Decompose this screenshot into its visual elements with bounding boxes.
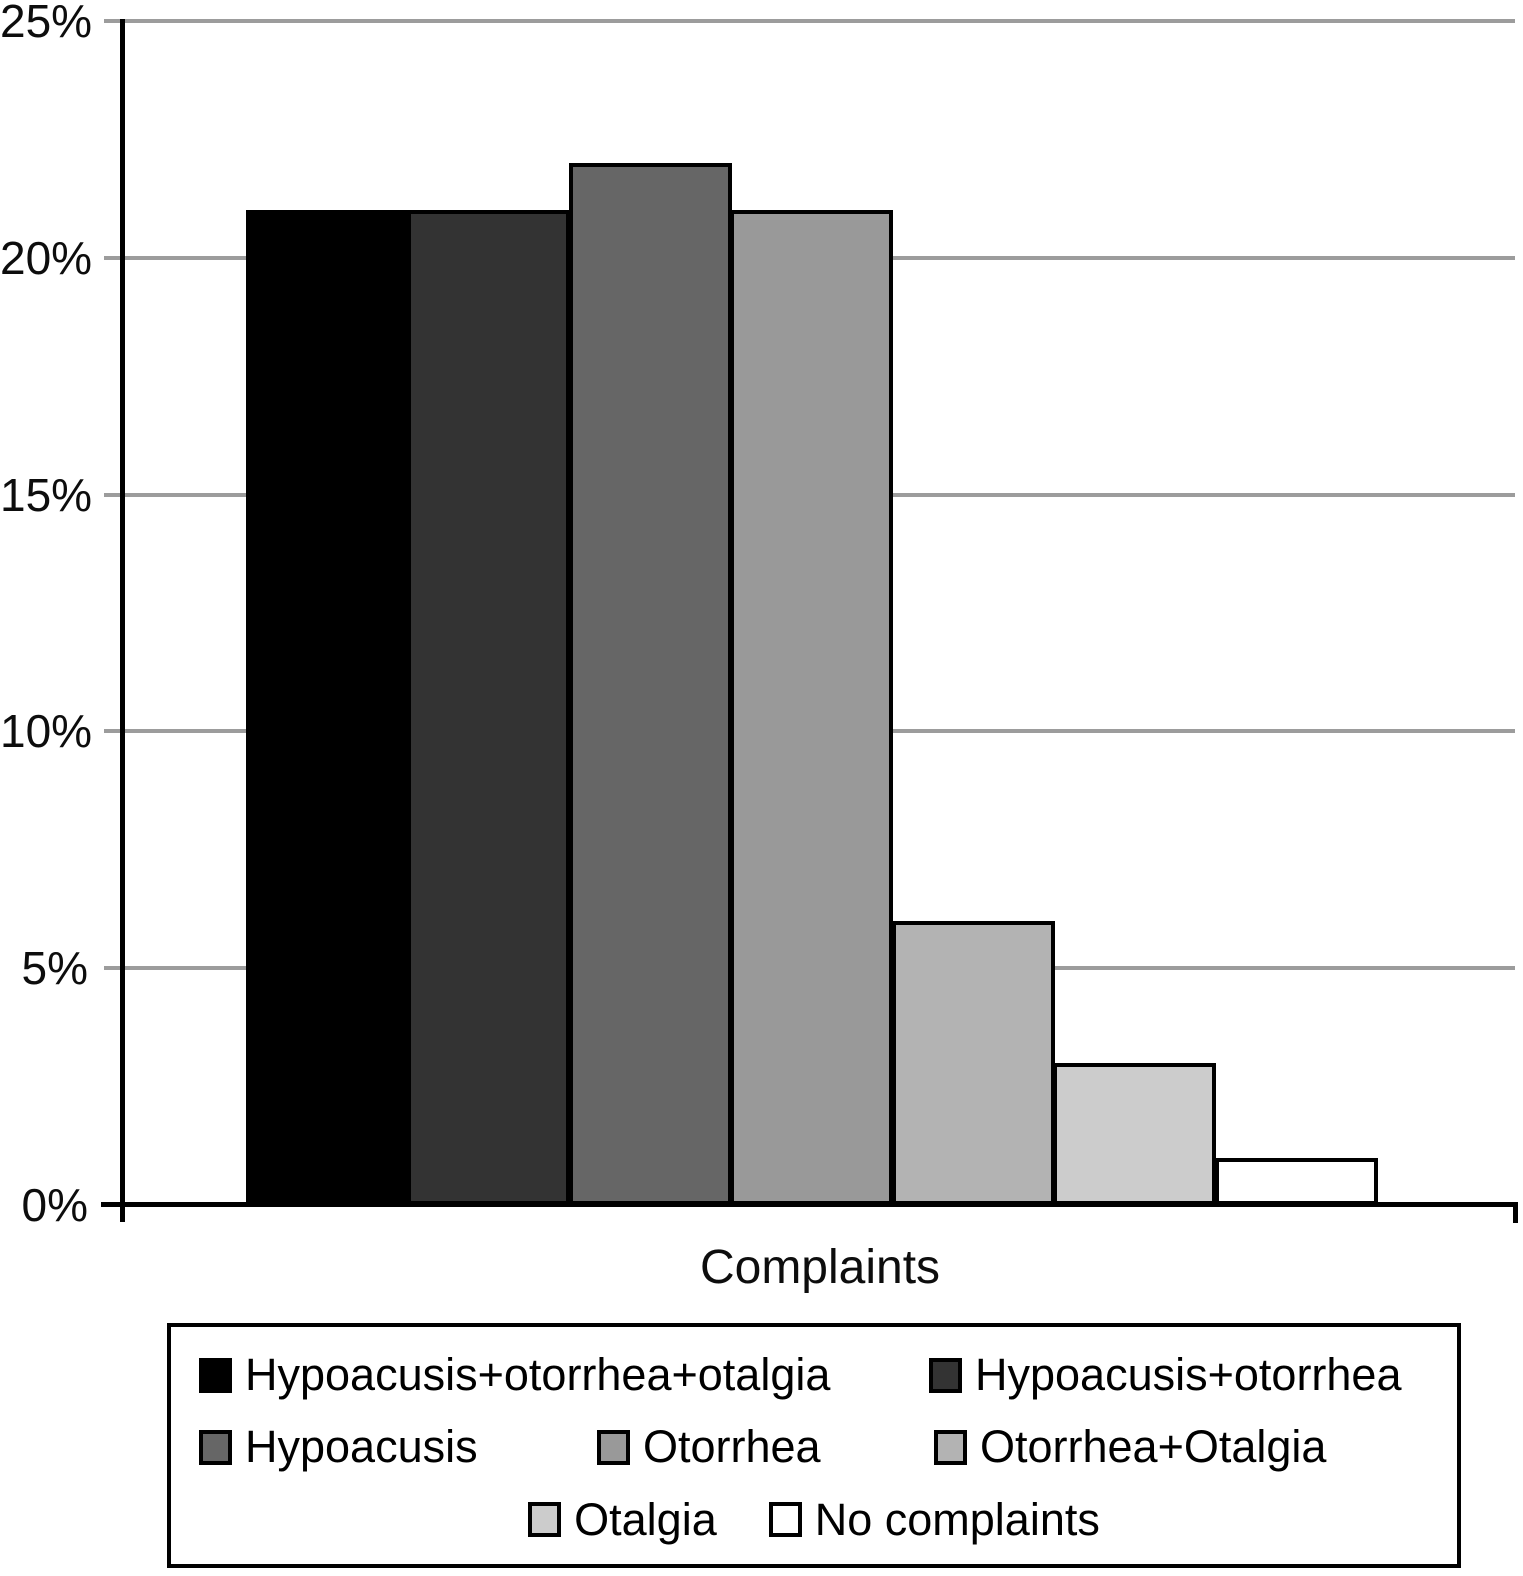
- legend-item-hypoacusis: Hypoacusis: [199, 1421, 597, 1473]
- y-axis-line: [120, 19, 125, 1222]
- bar-otorrhea-otalgia: [892, 920, 1055, 1205]
- legend-swatch-icon: [199, 1429, 232, 1465]
- legend-box: Hypoacusis+otorrhea+otalgia Hypoacusis+ot…: [167, 1323, 1461, 1568]
- gridline-25%: [104, 19, 1515, 23]
- legend-swatch-icon: [768, 1502, 802, 1538]
- legend-item-otalgia: Otalgia: [528, 1494, 717, 1546]
- legend-label: Hypoacusis+otorrhea: [975, 1349, 1402, 1401]
- bar-hypoacusis-otorrhea-otalgia: [246, 210, 409, 1205]
- legend-item-no-complaints: No complaints: [768, 1493, 1100, 1546]
- legend-label: Hypoacusis+otorrhea+otalgia: [245, 1349, 831, 1401]
- legend-swatch-icon: [934, 1429, 967, 1465]
- legend-row: Otalgia No complaints: [199, 1484, 1429, 1556]
- x-axis-end-tick: [1513, 1202, 1518, 1223]
- legend-label: Otorrhea: [643, 1421, 821, 1473]
- bar-otalgia: [1053, 1062, 1216, 1205]
- bar-otorrhea: [730, 210, 893, 1205]
- y-tick-label-10%: 10%: [0, 705, 93, 758]
- legend-item-otorrhea: Otorrhea: [597, 1421, 934, 1473]
- legend-label: Otalgia: [574, 1493, 717, 1545]
- bar-no-complaints: [1215, 1157, 1378, 1205]
- legend-label: Hypoacusis: [245, 1421, 478, 1473]
- legend-item-hypoacusis-otorrhea-otalgia: Hypoacusis+otorrhea+otalgia: [199, 1349, 929, 1401]
- y-tick-label-25%: 25%: [0, 0, 93, 47]
- legend-item-hypoacusis-otorrhea: Hypoacusis+otorrhea: [929, 1349, 1402, 1401]
- legend-row: Hypoacusis+otorrhea+otalgia Hypoacusis+ot…: [199, 1339, 1429, 1411]
- x-axis-title: Complaints: [699, 1241, 941, 1294]
- legend-row: Hypoacusis Otorrhea Otorrhea+Otalgia: [199, 1411, 1429, 1483]
- y-tick-label-5%: 5%: [21, 942, 88, 995]
- y-tick-label-15%: 15%: [0, 468, 93, 521]
- legend-swatch-icon: [597, 1429, 630, 1465]
- bar-hypoacusis-otorrhea: [407, 210, 570, 1205]
- x-axis-line: [101, 1202, 1518, 1207]
- legend-swatch-icon: [929, 1357, 962, 1393]
- legend-item-otorrhea-otalgia: Otorrhea+Otalgia: [934, 1421, 1326, 1473]
- bar-hypoacusis: [569, 163, 732, 1205]
- y-tick-label-20%: 20%: [0, 231, 93, 284]
- legend-swatch-icon: [528, 1502, 562, 1538]
- legend-label: Otorrhea+Otalgia: [980, 1421, 1327, 1473]
- y-tick-label-0%: 0%: [21, 1179, 88, 1231]
- legend-label: No complaints: [814, 1493, 1100, 1545]
- legend-swatch-icon: [199, 1357, 232, 1393]
